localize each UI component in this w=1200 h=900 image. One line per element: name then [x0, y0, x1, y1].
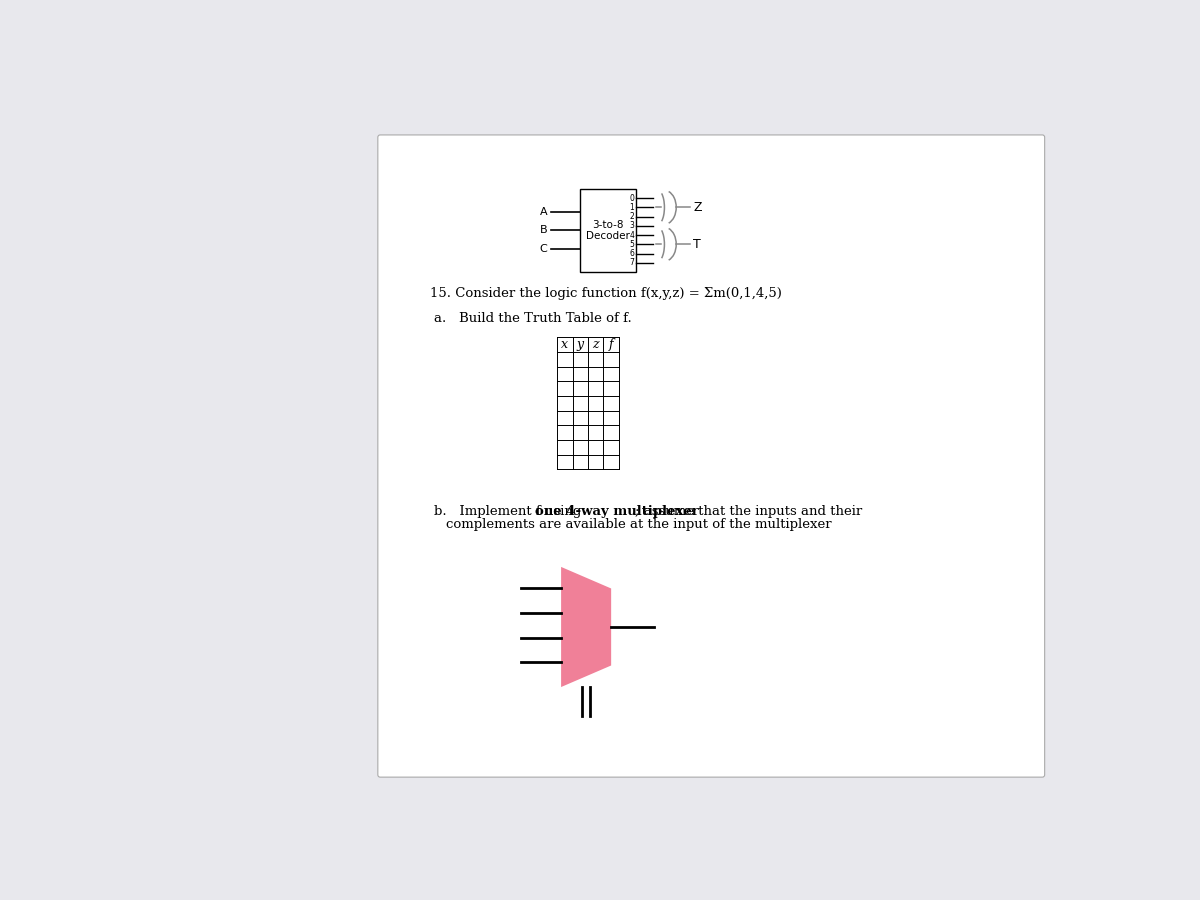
Text: 0: 0 — [629, 194, 635, 202]
Text: C: C — [540, 244, 547, 254]
Text: one 4-way multiplexer: one 4-way multiplexer — [535, 505, 698, 518]
Text: 15. Consider the logic function f(x,y,z) = Σm(0,1,4,5): 15. Consider the logic function f(x,y,z)… — [431, 287, 782, 301]
Text: z: z — [593, 338, 599, 351]
Text: 4: 4 — [629, 230, 635, 239]
FancyBboxPatch shape — [378, 135, 1045, 777]
Text: 3: 3 — [629, 221, 635, 230]
Text: b.   Implement f using: b. Implement f using — [434, 505, 586, 518]
Text: ; assume that the inputs and their: ; assume that the inputs and their — [635, 505, 862, 518]
Text: 7: 7 — [629, 258, 635, 267]
Text: 1: 1 — [630, 202, 635, 211]
Text: x: x — [562, 338, 569, 351]
Bar — [581, 189, 636, 272]
Text: f: f — [608, 338, 613, 351]
Text: 6: 6 — [629, 249, 635, 258]
Text: 5: 5 — [629, 239, 635, 248]
Text: 2: 2 — [630, 212, 635, 221]
Text: a.   Build the Truth Table of f.: a. Build the Truth Table of f. — [434, 312, 631, 325]
Text: y: y — [577, 338, 584, 351]
Text: B: B — [540, 225, 547, 236]
Text: Z: Z — [694, 201, 702, 214]
Text: complements are available at the input of the multiplexer: complements are available at the input o… — [445, 518, 832, 531]
Polygon shape — [562, 567, 611, 687]
Text: A: A — [540, 207, 547, 217]
Text: T: T — [694, 238, 701, 251]
Text: 3-to-8
Decoder: 3-to-8 Decoder — [586, 220, 630, 241]
